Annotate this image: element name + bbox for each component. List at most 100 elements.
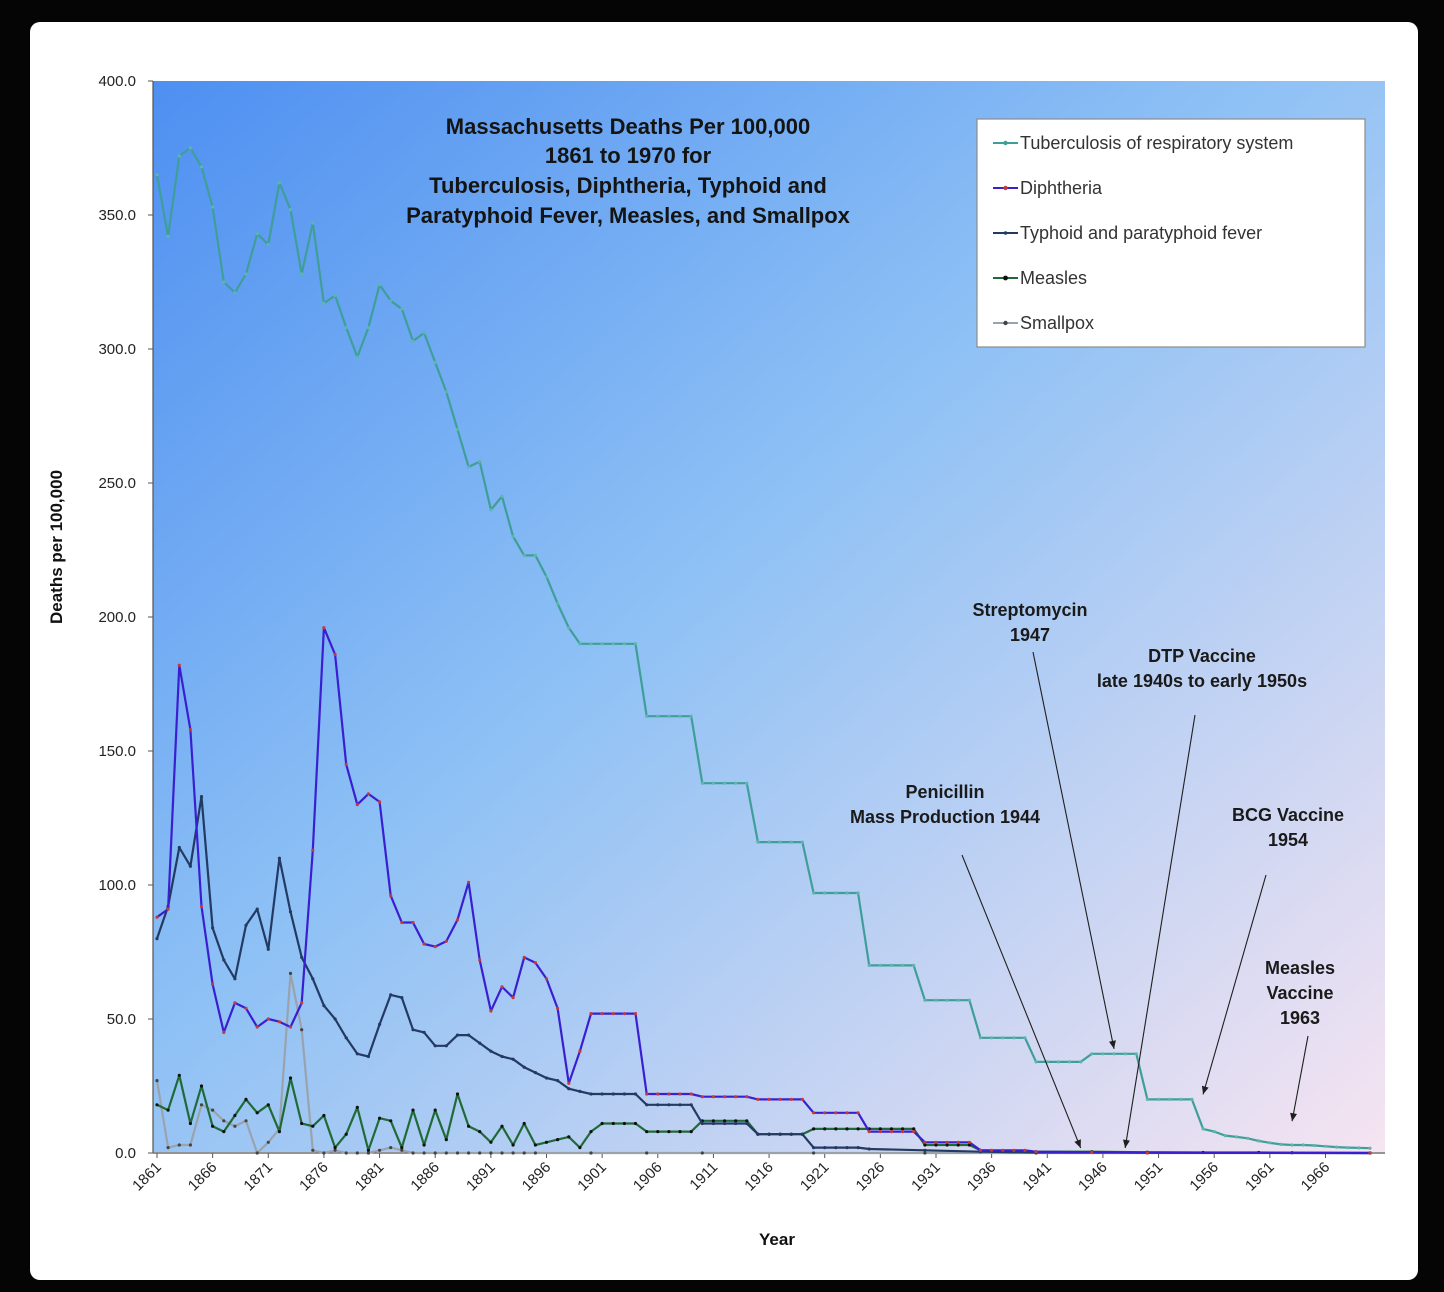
data-point (734, 1119, 738, 1123)
data-point (533, 1143, 537, 1147)
data-point (333, 1148, 337, 1152)
data-point (578, 1089, 582, 1093)
data-point (745, 781, 749, 785)
annotation-bcg-line-2: 1954 (1268, 830, 1308, 850)
data-point (745, 1095, 749, 1099)
data-point (778, 1132, 782, 1136)
data-point (1145, 1097, 1149, 1101)
data-point (1268, 1141, 1272, 1145)
data-point (300, 1001, 304, 1005)
series-line-measles (156, 1074, 1371, 1155)
legend-entry-tuberculosis: Tuberculosis of respiratory system (993, 133, 1293, 153)
data-point (366, 1054, 370, 1059)
data-point (233, 291, 237, 295)
data-point (255, 232, 259, 236)
data-point (711, 1121, 716, 1126)
chart-title-line-4: Paratyphoid Fever, Measles, and Smallpox (406, 203, 851, 228)
data-point (589, 1151, 593, 1155)
data-point (355, 1105, 359, 1109)
data-point (633, 642, 638, 646)
data-point (177, 845, 181, 850)
y-tick-label: 150.0 (98, 743, 136, 760)
data-point (1079, 1060, 1083, 1064)
data-point (500, 494, 504, 498)
data-point (199, 795, 204, 799)
data-point (500, 985, 504, 989)
data-point (311, 1124, 315, 1128)
data-point (734, 781, 738, 785)
data-point (689, 1103, 693, 1107)
data-point (533, 1071, 537, 1075)
data-point (355, 1052, 359, 1056)
data-point (834, 1127, 838, 1131)
chart-title-line-1: Massachusetts Deaths Per 100,000 (446, 114, 810, 139)
x-tick-label: 1881 (352, 1159, 388, 1195)
data-point (344, 1151, 348, 1155)
data-point (322, 1004, 326, 1008)
data-point (1212, 1130, 1216, 1134)
data-point (489, 1140, 493, 1144)
data-point (155, 1103, 159, 1107)
chart-svg: Massachusetts Deaths Per 100,000 1861 to… (47, 73, 1385, 1249)
data-point (478, 1041, 482, 1045)
legend-box (976, 118, 1366, 348)
y-tick-labels: 0.0 50.0 100.0 150.0 200.0 250.0 300.0 350.0 400… (98, 73, 136, 1162)
data-point (455, 1092, 460, 1096)
data-point (467, 465, 471, 469)
data-point (511, 996, 515, 1000)
data-point (567, 1081, 571, 1085)
data-point (511, 1057, 515, 1061)
x-tick-label: 1866 (185, 1159, 221, 1195)
data-point (812, 1127, 816, 1131)
data-point (288, 971, 293, 976)
x-tick-label: 1886 (407, 1159, 443, 1195)
legend-label-measles: Measles (1020, 268, 1087, 288)
data-point (645, 1130, 649, 1134)
data-point (800, 840, 805, 844)
data-point (1001, 1148, 1005, 1152)
data-point (1201, 1127, 1205, 1131)
annotation-bcg-line-1: BCG Vaccine (1232, 805, 1344, 825)
data-point (823, 1111, 827, 1115)
data-point (611, 642, 615, 646)
annotations: Streptomycin 1947 DTP Vaccine late 1940s… (850, 600, 1344, 1028)
data-point (1034, 1060, 1038, 1064)
y-tick-label: 50.0 (107, 1011, 136, 1028)
data-point (444, 939, 448, 943)
x-tick-label: 1966 (1298, 1159, 1334, 1195)
data-point (923, 1151, 927, 1155)
data-point (956, 1143, 960, 1147)
annotation-arrowhead (1290, 1112, 1298, 1122)
data-point (678, 1130, 682, 1134)
data-point (366, 1151, 370, 1155)
data-point (1145, 1151, 1149, 1155)
data-point (990, 1036, 994, 1040)
data-point (823, 1146, 827, 1150)
y-tick-label: 200.0 (98, 609, 136, 626)
data-point (511, 1151, 515, 1155)
legend-entry-diphtheria: Diphtheria (993, 178, 1103, 198)
x-tick-label: 1956 (1186, 1159, 1222, 1195)
data-point (756, 1097, 760, 1101)
data-point (1134, 1052, 1138, 1056)
data-point (467, 1124, 471, 1128)
data-point (889, 963, 894, 968)
data-point (923, 998, 927, 1002)
data-point (322, 1151, 326, 1155)
data-point (422, 1151, 426, 1155)
data-point (489, 1049, 493, 1053)
data-point (867, 1147, 871, 1151)
series-tuberculosis (155, 146, 1372, 1150)
data-point (622, 642, 627, 646)
data-point (300, 1028, 304, 1032)
legend-entry-smallpox: Smallpox (993, 313, 1094, 333)
data-point (867, 1130, 871, 1134)
x-tick-label: 1961 (1242, 1159, 1278, 1195)
data-point (411, 339, 415, 343)
data-point (945, 1143, 949, 1147)
chart-title-line-2: 1861 to 1970 for (545, 143, 712, 168)
legend-entry-measles: Measles (993, 268, 1087, 288)
annotation-arrowhead (1074, 1139, 1081, 1148)
data-point (166, 1146, 170, 1150)
series-line-tuberculosis (155, 146, 1371, 1150)
